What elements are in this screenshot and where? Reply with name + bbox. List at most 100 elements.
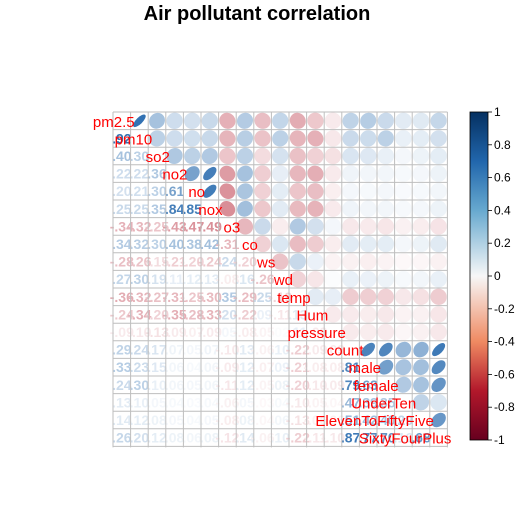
- chart-title: Air pollutant correlation: [144, 3, 371, 25]
- corr-ellipse-0-16: [395, 112, 412, 130]
- corr-ellipse-0-18: [430, 112, 447, 129]
- corr-value-12-5: -.09: [198, 324, 222, 340]
- corr-ellipse-0-15: [377, 112, 394, 129]
- corr-ellipse-11-15: [377, 306, 395, 323]
- corr-value-10-0: -.36: [110, 289, 134, 305]
- corr-value-6-5: -.49: [198, 218, 222, 234]
- corr-value-10-1: -.32: [127, 289, 151, 305]
- colorbar-tick-label-1: 0.8: [494, 138, 511, 152]
- corr-ellipse-10-14: [360, 288, 377, 305]
- corr-value-15-6: -.11: [216, 377, 240, 393]
- diagonal-label-14: male: [348, 360, 381, 377]
- corr-value-14-4: .04: [182, 359, 202, 375]
- corr-value-15-10: -.20: [286, 377, 310, 393]
- corr-ellipse-3-17: [412, 165, 430, 182]
- corr-value-16-1: .10: [130, 394, 150, 410]
- corr-ellipse-2-13: [342, 147, 359, 165]
- corr-ellipse-3-13: [342, 165, 359, 182]
- corr-value-12-4: -.07: [180, 324, 204, 340]
- corr-ellipse-10-16: [395, 288, 412, 306]
- corr-value-17-8: -.04: [251, 412, 275, 428]
- corr-ellipse-6-14: [359, 218, 377, 235]
- corr-ellipse-0-10: [289, 112, 306, 129]
- corr-value-11-6: .20: [218, 306, 238, 322]
- corr-value-16-4: .03: [182, 394, 202, 410]
- corr-value-7-6: -.31: [215, 236, 239, 252]
- corr-ellipse-6-11: [307, 218, 324, 235]
- corr-ellipse-0-11: [307, 112, 324, 129]
- corr-value-18-4: .06: [182, 430, 202, 446]
- corr-value-12-7: -.08: [233, 324, 257, 340]
- corr-value-8-4: -.20: [180, 254, 204, 270]
- corr-value-18-8: -.06: [251, 430, 275, 446]
- colorbar-tick-label-9: -0.8: [494, 400, 515, 414]
- corr-ellipse-10-17: [412, 288, 430, 306]
- corr-value-12-10: .11: [288, 324, 307, 340]
- corr-ellipse-5-14: [359, 200, 377, 218]
- corr-ellipse-9-18: [430, 270, 447, 288]
- corr-value-13-1: .24: [130, 342, 150, 358]
- corr-value-17-14: .42: [358, 412, 378, 428]
- corr-value-11-9: -.11: [269, 306, 293, 322]
- corr-value-13-0: .29: [112, 342, 132, 358]
- corr-value-12-9: .02: [270, 324, 290, 340]
- corr-value-15-2: .10: [147, 377, 167, 393]
- corr-ellipse-3-9: [271, 165, 289, 182]
- corr-value-4-2: .30: [147, 183, 167, 199]
- diagonal-label-4: no: [188, 184, 205, 201]
- corr-ellipse-3-15: [377, 165, 395, 182]
- corr-ellipse-0-12: [324, 112, 342, 130]
- corr-ellipse-6-10: [289, 218, 306, 235]
- corr-ellipse-2-4: [184, 147, 201, 165]
- corr-value-18-14: .77: [358, 430, 378, 446]
- corr-value-18-16: .16: [394, 430, 414, 446]
- corr-value-2-0: .40: [112, 148, 132, 164]
- corr-ellipse-2-3: [166, 148, 183, 164]
- corr-value-16-13: .47: [341, 394, 361, 410]
- corr-value-11-7: -.22: [233, 306, 257, 322]
- corr-value-14-5: .06: [200, 359, 220, 375]
- corr-value-15-14: .63: [358, 377, 378, 393]
- corr-ellipse-6-13: [342, 218, 359, 235]
- corr-value-13-6: -.10: [215, 342, 239, 358]
- corr-ellipse-0-5: [201, 112, 218, 129]
- corr-ellipse-4-18: [430, 182, 447, 200]
- corr-value-6-1: -.32: [127, 218, 151, 234]
- diagonal-label-6: o3: [224, 219, 241, 236]
- corr-ellipse-6-16: [395, 218, 412, 235]
- colorbar-tick-label-7: -0.4: [494, 335, 515, 349]
- corr-ellipse-13-15: [378, 342, 393, 357]
- corr-ellipse-5-6: [219, 201, 236, 217]
- corr-ellipse-1-2: [148, 130, 166, 147]
- diagonal-label-15: female: [354, 378, 399, 395]
- corr-value-15-12: -.09: [321, 377, 345, 393]
- corr-ellipse-8-14: [359, 253, 377, 270]
- corr-value-7-0: .34: [112, 236, 132, 252]
- corr-value-9-5: .13: [200, 271, 220, 287]
- corr-ellipse-8-13: [342, 253, 359, 270]
- corr-value-17-16: .29: [394, 412, 414, 428]
- corr-ellipse-2-9: [272, 147, 289, 165]
- corr-value-14-13: .81: [341, 359, 361, 375]
- corr-ellipse-2-8: [254, 147, 271, 165]
- diagonal-label-12: pressure: [287, 325, 345, 342]
- corr-value-17-11: -.06: [303, 412, 327, 428]
- corr-value-15-9: .08: [270, 377, 290, 393]
- corr-ellipse-7-13: [342, 235, 359, 253]
- corr-value-3-1: .22: [130, 166, 150, 182]
- corr-ellipse-3-14: [359, 165, 377, 182]
- corr-value-18-6: -.12: [215, 430, 239, 446]
- corr-ellipse-1-11: [307, 130, 324, 147]
- corr-ellipse-12-15: [377, 323, 395, 341]
- corr-value-14-2: .15: [147, 359, 167, 375]
- corr-ellipse-8-16: [395, 253, 412, 270]
- corr-ellipse-3-7: [237, 165, 253, 182]
- corr-value-7-2: .30: [147, 236, 167, 252]
- corr-ellipse-7-15: [377, 235, 395, 253]
- corr-ellipse-2-18: [430, 147, 447, 165]
- corr-value-15-5: .06: [200, 377, 220, 393]
- corr-ellipse-8-10: [289, 253, 306, 270]
- corr-ellipse-12-14: [359, 323, 377, 341]
- corr-ellipse-3-12: [324, 165, 342, 182]
- diagonal-label-13: count: [327, 343, 365, 360]
